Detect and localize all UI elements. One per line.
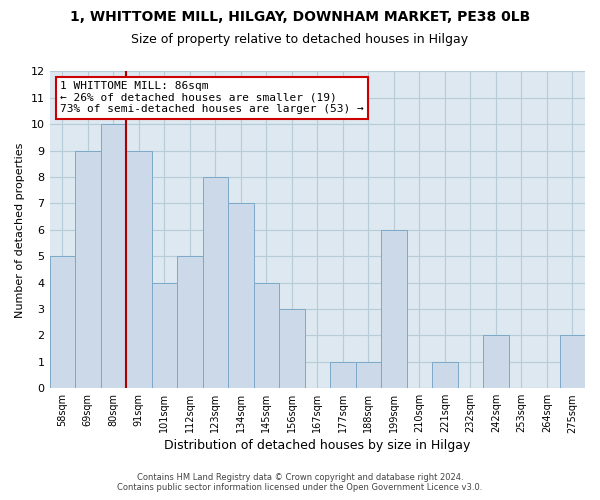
Text: 1 WHITTOME MILL: 86sqm
← 26% of detached houses are smaller (19)
73% of semi-det: 1 WHITTOME MILL: 86sqm ← 26% of detached…: [60, 81, 364, 114]
Bar: [356, 362, 381, 388]
Bar: [254, 282, 279, 388]
Bar: [228, 204, 254, 388]
Bar: [75, 150, 101, 388]
Bar: [101, 124, 126, 388]
Bar: [152, 282, 177, 388]
Text: Size of property relative to detached houses in Hilgay: Size of property relative to detached ho…: [131, 32, 469, 46]
Bar: [50, 256, 75, 388]
Bar: [203, 177, 228, 388]
X-axis label: Distribution of detached houses by size in Hilgay: Distribution of detached houses by size …: [164, 440, 470, 452]
Bar: [330, 362, 356, 388]
Bar: [560, 336, 585, 388]
Bar: [483, 336, 509, 388]
Text: Contains HM Land Registry data © Crown copyright and database right 2024.
Contai: Contains HM Land Registry data © Crown c…: [118, 473, 482, 492]
Bar: [126, 150, 152, 388]
Bar: [279, 309, 305, 388]
Y-axis label: Number of detached properties: Number of detached properties: [15, 142, 25, 318]
Bar: [432, 362, 458, 388]
Bar: [177, 256, 203, 388]
Text: 1, WHITTOME MILL, HILGAY, DOWNHAM MARKET, PE38 0LB: 1, WHITTOME MILL, HILGAY, DOWNHAM MARKET…: [70, 10, 530, 24]
Bar: [381, 230, 407, 388]
